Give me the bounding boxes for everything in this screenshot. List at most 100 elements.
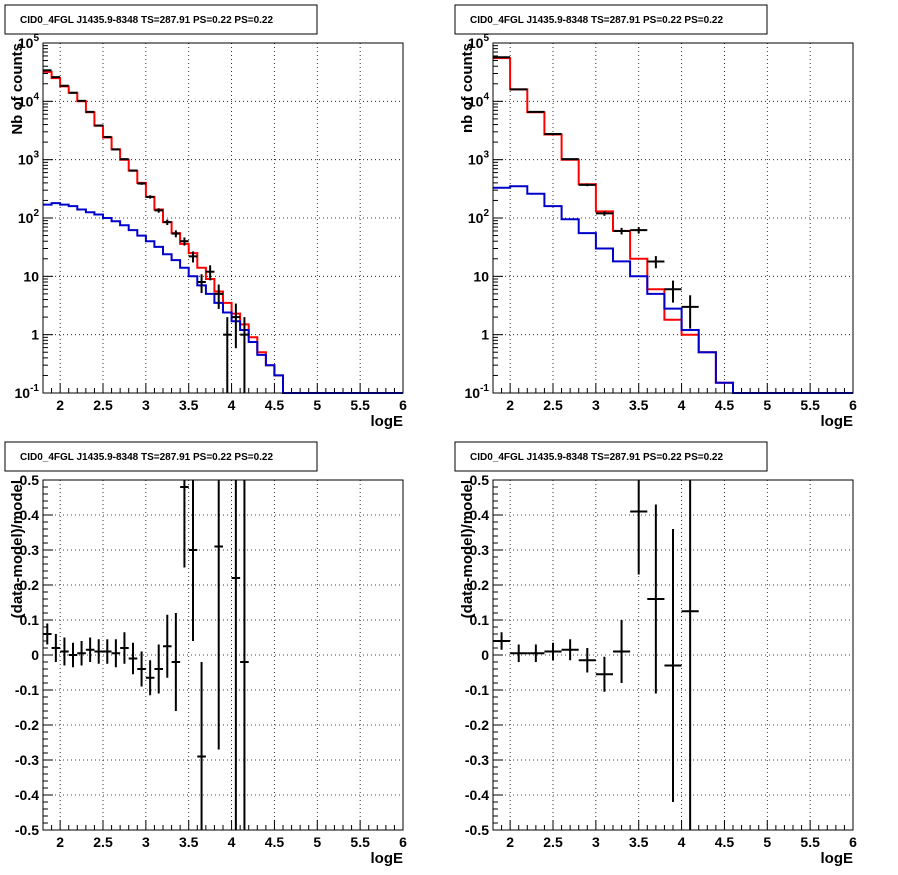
plot-frame xyxy=(42,42,404,394)
data-point xyxy=(68,642,78,668)
x-tick-label: 3.5 xyxy=(179,397,199,413)
data-point xyxy=(197,274,206,294)
data-point xyxy=(527,110,545,113)
x-tick-label: 6 xyxy=(849,397,857,413)
y-axis-label: (data-model)/model xyxy=(459,480,476,618)
data-point xyxy=(85,637,95,662)
x-tick-label: 4.5 xyxy=(265,834,285,850)
chart-title-box xyxy=(4,441,318,472)
y-tick-label: 0.5 xyxy=(20,472,40,488)
data-point xyxy=(647,256,665,269)
chart-panel-3: CID0_4FGL J1435.9-8348 TS=287.91 PS=0.22… xyxy=(4,441,407,867)
data-point xyxy=(128,642,138,675)
y-tick-label: 102 xyxy=(468,208,490,226)
data-point xyxy=(510,644,528,662)
axis-ticks xyxy=(42,45,404,394)
x-tick-label: 4 xyxy=(678,834,686,850)
x-tick-label: 2 xyxy=(506,397,514,413)
data-point xyxy=(180,237,189,246)
y-tick-label: 0.2 xyxy=(20,577,40,593)
data-point xyxy=(630,227,648,234)
x-tick-label: 5 xyxy=(763,834,771,850)
data-point xyxy=(77,641,86,666)
x-tick-label: 2.5 xyxy=(543,834,563,850)
x-tick-label: 5.5 xyxy=(350,834,370,850)
x-tick-label: 6 xyxy=(399,397,407,413)
plot-frame xyxy=(42,479,404,831)
data-point xyxy=(154,644,163,694)
y-tick-label: -0.1 xyxy=(15,682,39,698)
data-point xyxy=(145,660,155,696)
data-point xyxy=(223,317,232,393)
chart-title-box xyxy=(454,4,768,35)
y-tick-label: 0 xyxy=(481,647,489,663)
data-point xyxy=(188,251,198,263)
y-tick-label: -0.2 xyxy=(15,717,39,733)
y-tick-label: -0.5 xyxy=(15,822,39,838)
data-points xyxy=(493,480,699,830)
data-point xyxy=(613,227,631,235)
data-point xyxy=(214,284,223,309)
x-axis-label: logE xyxy=(371,850,404,867)
chart-title: CID0_4FGL J1435.9-8348 TS=287.91 PS=0.22… xyxy=(470,452,723,463)
data-point xyxy=(231,480,241,830)
y-tick-label: -0.5 xyxy=(465,822,489,838)
series-total-model xyxy=(493,57,853,394)
y-axis-label: Nb of counts xyxy=(9,43,26,135)
x-tick-label: 4 xyxy=(678,397,686,413)
data-point xyxy=(240,317,249,393)
x-tick-label: 2.5 xyxy=(543,397,563,413)
data-point xyxy=(613,620,631,683)
y-tick-label: 103 xyxy=(18,150,40,168)
data-point xyxy=(128,169,138,172)
y-tick-label: -0.2 xyxy=(465,717,489,733)
data-point xyxy=(163,614,172,678)
data-point xyxy=(103,639,112,664)
data-points xyxy=(43,480,249,830)
chart-title-box xyxy=(454,441,768,472)
data-point xyxy=(578,648,596,673)
x-tick-label: 4 xyxy=(228,397,236,413)
chart-title: CID0_4FGL J1435.9-8348 TS=287.91 PS=0.22… xyxy=(470,15,723,26)
y-tick-label: 103 xyxy=(468,150,490,168)
x-tick-label: 3 xyxy=(142,397,150,413)
x-tick-label: 4.5 xyxy=(715,397,735,413)
chart-panel-1: CID0_4FGL J1435.9-8348 TS=287.91 PS=0.22… xyxy=(4,4,407,430)
data-point xyxy=(578,183,596,187)
y-tick-label: 0.1 xyxy=(470,612,490,628)
y-tick-label: 10-1 xyxy=(15,383,40,401)
data-point xyxy=(163,219,172,226)
data-point xyxy=(493,632,511,650)
data-point xyxy=(145,195,155,199)
y-tick-label: 104 xyxy=(18,91,40,109)
data-point xyxy=(171,230,181,238)
data-point xyxy=(681,480,699,830)
plot-frame xyxy=(492,479,854,831)
plot-frame xyxy=(492,42,854,394)
y-tick-label: 0.3 xyxy=(470,542,490,558)
y-tick-label: -0.4 xyxy=(465,787,489,803)
data-point xyxy=(111,639,121,668)
data-point xyxy=(595,656,613,692)
chart-panel-2: CID0_4FGL J1435.9-8348 TS=287.91 PS=0.22… xyxy=(454,4,857,430)
data-point xyxy=(94,124,103,127)
data-point xyxy=(171,613,181,711)
series-total-model xyxy=(43,70,403,394)
data-point xyxy=(214,480,223,750)
y-tick-label: 0 xyxy=(31,647,39,663)
data-point xyxy=(43,623,52,645)
y-tick-label: 0.3 xyxy=(20,542,40,558)
y-tick-label: -0.1 xyxy=(465,682,489,698)
axis-ticks xyxy=(492,479,854,831)
x-tick-label: 2 xyxy=(506,834,514,850)
data-point xyxy=(240,480,249,830)
x-tick-label: 6 xyxy=(849,834,857,850)
data-point xyxy=(544,642,562,661)
grid-lines xyxy=(43,480,403,830)
x-tick-label: 6 xyxy=(399,834,407,850)
x-tick-label: 5.5 xyxy=(350,397,370,413)
y-tick-label: 1 xyxy=(31,327,39,343)
x-tick-label: 3 xyxy=(592,397,600,413)
data-point xyxy=(647,504,665,694)
